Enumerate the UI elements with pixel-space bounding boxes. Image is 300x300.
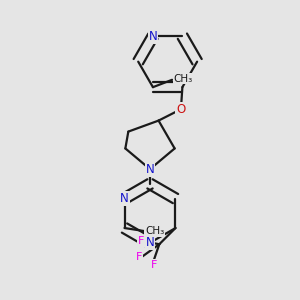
Text: F: F [136, 252, 142, 262]
Text: CH₃: CH₃ [174, 74, 193, 84]
Text: N: N [146, 163, 154, 176]
Text: N: N [148, 30, 157, 43]
Text: N: N [120, 192, 129, 205]
Text: F: F [151, 260, 157, 270]
Text: CH₃: CH₃ [145, 226, 164, 236]
Text: F: F [138, 236, 144, 246]
Text: O: O [176, 103, 185, 116]
Text: N: N [146, 236, 154, 249]
